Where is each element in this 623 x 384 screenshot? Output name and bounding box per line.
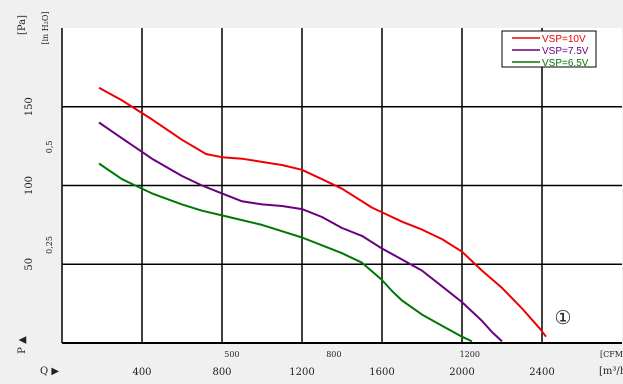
- y-tick-pa-50: 50: [24, 258, 35, 271]
- legend-label-6-5v: VSP=6.5V: [542, 58, 589, 69]
- y-tick-pa-150: 150: [24, 97, 35, 116]
- legend-label-10v: VSP=10V: [542, 34, 586, 45]
- x-tick-m3h-1600: 1600: [369, 367, 394, 378]
- x-tick-cfm-500: 500: [224, 350, 239, 359]
- y-tick-inh2o-0-25: 0,25: [45, 236, 54, 254]
- legend-label-7-5v: VSP=7.5V: [542, 46, 589, 57]
- x-tick-cfm-800: 800: [326, 350, 341, 359]
- y-axis-label-pa: [Pa]: [17, 15, 28, 35]
- y-tick-inh2o-0-5: 0,5: [45, 140, 54, 153]
- y-axis-label-p: P ▲: [17, 336, 28, 354]
- x-tick-m3h-400: 400: [132, 367, 151, 378]
- y-tick-pa-100: 100: [24, 176, 35, 195]
- grid-lines: [62, 28, 622, 343]
- x-axis-label-cfm: [CFM]: [600, 350, 623, 359]
- x-tick-m3h-2400: 2400: [529, 367, 554, 378]
- x-tick-m3h-800: 800: [212, 367, 231, 378]
- curve-vsp-6-5v: [98, 162, 473, 343]
- x-tick-cfm-1200: 1200: [460, 350, 480, 359]
- legend: VSP=10V VSP=7.5V VSP=6.5V: [501, 30, 597, 69]
- x-tick-m3h-1200: 1200: [289, 367, 314, 378]
- curve-vsp-10v: [98, 86, 547, 338]
- x-tick-m3h-2000: 2000: [449, 367, 474, 378]
- legend-box: [501, 30, 597, 68]
- x-axis-label-q: Q ▶: [40, 366, 59, 377]
- x-axis-label-m3h: [m³/h]: [599, 366, 623, 377]
- curve-vsp-7-5v: [98, 121, 503, 343]
- curve-annotation: ①: [554, 307, 571, 329]
- tick-labels: 400 800 1200 1600 2000 2400 500 800 1200 50 100 150…: [24, 97, 555, 378]
- y-axis-label-inh2o: [in H₂O]: [41, 11, 50, 44]
- performance-curves: [98, 86, 547, 343]
